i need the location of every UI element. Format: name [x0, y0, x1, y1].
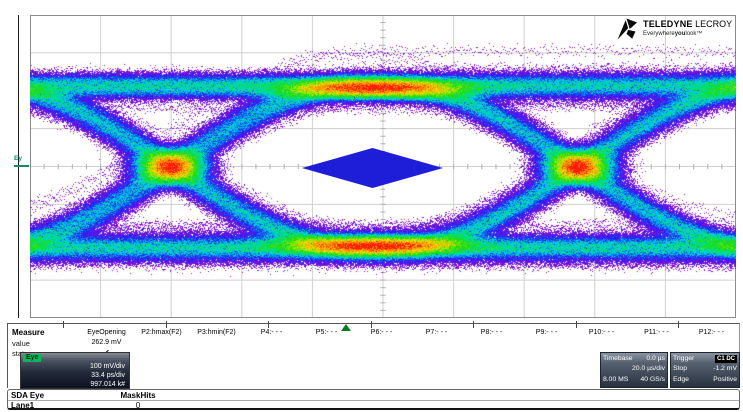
timebase-per-div: 20.0 µs/div	[631, 365, 665, 373]
measure-column: P2:hmax(F2)	[134, 324, 189, 388]
measure-column: P7:- - -	[409, 324, 464, 388]
tagline-post: look™	[685, 31, 703, 37]
eye-diagram-persistence-map	[30, 15, 736, 318]
table-column-tick	[370, 321, 372, 328]
measure-value	[354, 339, 409, 347]
trigger-level: -1.2 mV	[713, 365, 737, 373]
waveform-grid-area[interactable]	[30, 15, 736, 318]
measure-column: P12:- - -	[684, 324, 739, 388]
measure-param-header[interactable]: P12:- - -	[698, 329, 725, 336]
measure-column: P11:- - -	[629, 324, 684, 388]
measure-param-header[interactable]: P7:- - -	[425, 329, 448, 336]
timebase-offset: 0.0 µs	[646, 355, 665, 362]
measure-param-header[interactable]: P6:- - -	[370, 329, 393, 336]
measure-param-header[interactable]: P3:hmin(F2)	[197, 329, 236, 336]
table-column-tick	[678, 321, 679, 328]
table-column-tick	[473, 321, 474, 328]
measure-param-header[interactable]: P11:- - -	[644, 329, 669, 336]
table-column-tick	[63, 321, 64, 328]
table-column-tick	[165, 321, 167, 328]
measure-status	[464, 348, 519, 357]
lecroy-arrow-icon	[617, 18, 638, 40]
teledyne-lecroy-logo: TELEDYNE LECROY Everywhereyoulook™	[613, 16, 732, 42]
measure-status	[134, 348, 189, 357]
measure-status	[299, 348, 354, 357]
brand-tagline: Everywhereyoulook™	[643, 29, 732, 39]
tagline-pre: Everywhere	[643, 31, 675, 37]
measure-value	[629, 339, 684, 347]
eye-vertical-scale: 100 mV/div	[89, 363, 125, 370]
brand-primary: TELEDYNE	[643, 19, 693, 29]
brand-name: TELEDYNE LECROY	[643, 19, 732, 29]
eye-channel-marker-label: Ey	[14, 155, 22, 162]
maskhits-value: 0	[135, 401, 141, 410]
measure-param-header[interactable]: EyeOpening	[87, 329, 126, 336]
measure-value	[574, 339, 629, 347]
measure-status	[244, 348, 299, 357]
measure-value	[299, 339, 354, 347]
measure-param-header[interactable]: P5:- - -	[315, 329, 338, 336]
measure-param-header[interactable]: P9:- - -	[535, 329, 558, 336]
measure-column: P8:- - -	[464, 324, 519, 388]
tagline-bold: you	[674, 31, 686, 37]
measure-row-label-value: value	[12, 339, 30, 348]
timebase-sample-rate: 40 GS/s	[640, 375, 665, 383]
eye-horizontal-scale: 33.4 ps/div	[91, 372, 125, 379]
measure-param-header[interactable]: P10:- - -	[588, 329, 615, 336]
measure-value	[244, 339, 299, 347]
sda-eye-results-table: SDA Eye MaskHits Lane1 0	[7, 389, 740, 410]
measure-value	[464, 339, 519, 347]
brand-secondary: LECROY	[695, 19, 733, 29]
measure-value	[684, 339, 739, 347]
lane-row-label: Lane1	[11, 401, 35, 410]
trigger-descriptor[interactable]: Trigger C1 DC Stop -1.2 mV Edge Positive	[670, 352, 740, 388]
measure-column: P10:- - -	[574, 324, 629, 388]
measure-param-header[interactable]: P4:- - -	[260, 329, 283, 336]
table-column-tick	[268, 321, 269, 328]
eye-channel-tab[interactable]: Eye	[23, 354, 42, 362]
timebase-descriptor[interactable]: Timebase 0.0 µs 20.0 µs/div 8.00 MS 40 G…	[600, 352, 668, 388]
trigger-position-marker[interactable]	[341, 324, 351, 331]
eye-channel-position-marker[interactable]: Ey	[14, 155, 29, 167]
measure-value	[519, 339, 574, 347]
measure-param-header[interactable]: P8:- - -	[480, 329, 503, 336]
trigger-source-badge: C1 DC	[714, 355, 737, 364]
measure-status	[519, 348, 574, 357]
eye-waveform-count: 997.014 k#	[90, 381, 125, 388]
trigger-mode: Stop	[673, 365, 687, 373]
measure-value: 262.9 mV	[91, 339, 122, 346]
results-table-divider	[8, 400, 739, 401]
trigger-type: Edge	[673, 375, 689, 383]
sda-eye-section-title[interactable]: SDA Eye	[11, 391, 45, 400]
eye-channel-descriptor[interactable]: Eye 100 mV/div 33.4 ps/div 997.014 k#	[20, 352, 130, 389]
measure-column: P5:- - -	[299, 324, 354, 388]
measure-value	[189, 339, 244, 347]
measure-status	[354, 348, 409, 357]
measure-status	[189, 348, 244, 357]
measure-param-header[interactable]: P2:hmax(F2)	[141, 329, 182, 336]
timebase-samples: 8.00 MS	[603, 375, 629, 383]
trigger-slope: Positive	[713, 375, 737, 383]
measure-column: P6:- - -	[354, 324, 409, 388]
measure-column: P3:hmin(F2)	[189, 324, 244, 388]
measure-column: P4:- - -	[244, 324, 299, 388]
measure-table-title: Measure	[12, 328, 45, 337]
measure-value	[134, 339, 189, 347]
table-column-tick	[575, 321, 577, 328]
eye-channel-level-indicator	[14, 165, 29, 167]
measure-value	[409, 339, 464, 347]
trigger-title: Trigger	[673, 355, 695, 362]
timebase-title: Timebase	[603, 355, 633, 362]
maskhits-column-header: MaskHits	[120, 391, 156, 400]
measure-status	[409, 348, 464, 357]
measure-column: P9:- - -	[519, 324, 574, 388]
